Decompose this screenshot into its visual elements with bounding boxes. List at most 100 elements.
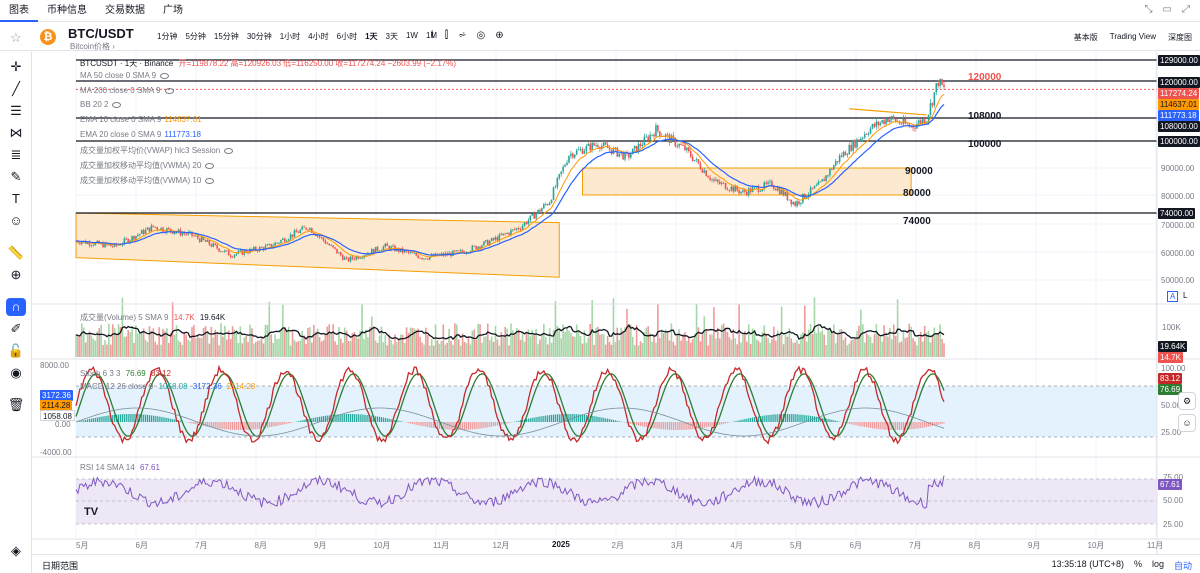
log-scale-toggle[interactable]: log xyxy=(1151,559,1164,569)
legend-vwap[interactable]: 成交量加权平均价(VWAP) hlc3 Session xyxy=(80,145,234,156)
auto-scale-button[interactable]: A xyxy=(1167,291,1179,302)
macd-hist-bar xyxy=(100,416,102,422)
crosshair-icon[interactable]: ✛ xyxy=(10,59,22,74)
layers-icon[interactable]: ◈ xyxy=(11,543,21,558)
legend-ma200[interactable]: MA 200 close 0 SMA 9 xyxy=(80,86,174,95)
legend-vwma10[interactable]: 成交量加权移动平均值(VWMA) 10 xyxy=(80,175,215,186)
favorite-star-icon[interactable]: ☆ xyxy=(10,30,22,45)
pitchfork-icon[interactable]: ⋈ xyxy=(9,125,23,140)
horizontal-lines-icon[interactable]: ☰ xyxy=(10,103,22,118)
candle-body xyxy=(365,254,367,256)
annotation-90000[interactable]: 90000 xyxy=(905,166,933,177)
depth-chart-link[interactable]: 深度图 xyxy=(1168,33,1192,42)
interval-1mo[interactable]: 1M xyxy=(425,31,438,40)
candle-body xyxy=(900,123,903,125)
volume-bar xyxy=(898,342,901,357)
volume-bar xyxy=(543,323,545,357)
candle-body xyxy=(587,143,590,146)
add-icon[interactable]: ⊕ xyxy=(495,30,504,41)
hidden-eye-icon[interactable] xyxy=(205,162,215,169)
collapse-icon[interactable]: ⤡ xyxy=(1144,4,1153,15)
annotation-120000[interactable]: 120000 xyxy=(968,72,1002,83)
popout-icon[interactable]: ▭ xyxy=(1162,4,1172,15)
tab-chart[interactable]: 图表 xyxy=(0,0,38,22)
emoji-icon[interactable]: ☺ xyxy=(9,213,23,228)
indicators-icon[interactable]: ⌇ xyxy=(430,30,435,41)
annotation-74000[interactable]: 74000 xyxy=(903,216,931,227)
volume-bar xyxy=(577,331,580,357)
basic-view-link[interactable]: 基本版 xyxy=(1073,33,1098,42)
legend-ma50[interactable]: MA 50 close 0 SMA 9 xyxy=(80,71,170,80)
hidden-eye-icon[interactable] xyxy=(160,72,170,79)
ruler-icon[interactable]: 📏 xyxy=(7,245,25,260)
settings-float-icon[interactable]: ⚙ xyxy=(1178,392,1196,410)
zoom-in-icon[interactable]: ⊕ xyxy=(10,267,22,282)
legend-volume[interactable]: 成交量(Volume) 5 SMA 9 14.7K 19.64K xyxy=(80,313,226,322)
lock-icon[interactable]: 🔓 xyxy=(7,343,25,358)
legend-rsi[interactable]: RSI 14 SMA 14 67.61 xyxy=(80,463,160,472)
macd-hist-bar xyxy=(398,420,400,422)
fib-icon[interactable]: ≣ xyxy=(10,147,22,162)
interval-15m[interactable]: 15分钟 xyxy=(213,32,239,41)
legend-macd[interactable]: MACD 12 26 close 9 1058.08 3172.36 2114.… xyxy=(80,382,256,391)
eye-icon[interactable]: ◉ xyxy=(10,365,22,380)
annotation-108000[interactable]: 108000 xyxy=(968,111,1002,122)
template-icon[interactable]: ⩫ xyxy=(458,30,467,41)
symbol-name[interactable]: BTC/USDT xyxy=(68,26,134,41)
chart-canvas[interactable] xyxy=(32,52,1200,554)
magnet-icon[interactable]: ∩ xyxy=(6,298,26,316)
interval-30m[interactable]: 30分钟 xyxy=(246,32,272,41)
log-scale-button[interactable]: L xyxy=(1183,291,1188,300)
volume-bar xyxy=(409,327,412,357)
volume-bar xyxy=(100,324,102,357)
brush-icon[interactable]: ✎ xyxy=(10,169,22,184)
volume-bar xyxy=(475,339,477,357)
legend-ema10[interactable]: EMA 10 close 0 SMA 9 114637.01 xyxy=(80,115,202,124)
interval-1w[interactable]: 1W xyxy=(405,31,418,40)
hidden-eye-icon[interactable] xyxy=(112,101,122,108)
hidden-eye-icon[interactable] xyxy=(224,147,234,154)
legend-bb[interactable]: BB 20 2 xyxy=(80,100,122,109)
interval-1d[interactable]: 1天 xyxy=(365,32,378,41)
symbol-subtitle[interactable]: Bitcoin价格 › xyxy=(70,42,115,51)
avatar-float-icon[interactable]: ☺ xyxy=(1178,414,1196,432)
macd-hist-bar xyxy=(554,414,557,422)
interval-4h[interactable]: 4小时 xyxy=(308,32,329,41)
tab-trading-data[interactable]: 交易数据 xyxy=(105,4,145,16)
volume-bar xyxy=(135,325,137,357)
macd-hist-bar xyxy=(268,422,270,428)
text-icon[interactable]: T xyxy=(12,191,20,206)
candle-body xyxy=(328,243,331,246)
annotation-100000[interactable]: 100000 xyxy=(968,139,1002,150)
legend-stoch[interactable]: Stoch 6 3 3 76.69 83.12 xyxy=(80,369,172,378)
volume-bar xyxy=(720,325,723,357)
date-range-button[interactable]: 日期范围 xyxy=(42,561,79,571)
auto-scale-toggle[interactable]: 自动 xyxy=(1173,561,1192,571)
lock-draw-icon[interactable]: ✐ xyxy=(10,321,22,336)
tab-coin-info[interactable]: 币种信息 xyxy=(47,4,87,16)
hidden-eye-icon[interactable] xyxy=(164,87,174,94)
macd-hist-bar xyxy=(682,422,684,430)
percent-scale-toggle[interactable]: % xyxy=(1133,559,1142,569)
macd-hist-bar xyxy=(912,422,914,430)
candle-type-icon[interactable]: ⫿ xyxy=(444,30,449,41)
interval-1m[interactable]: 1分钟 xyxy=(157,32,178,41)
hidden-eye-icon[interactable] xyxy=(205,177,215,184)
candle-body xyxy=(771,181,773,187)
expand-icon[interactable]: ⤢ xyxy=(1182,4,1190,15)
interval-1h[interactable]: 1小时 xyxy=(279,32,301,41)
trash-icon[interactable]: 🗑 xyxy=(7,397,25,412)
interval-3d[interactable]: 3天 xyxy=(385,32,398,41)
annotation-80000[interactable]: 80000 xyxy=(903,188,931,199)
legend-vwma20[interactable]: 成交量加权移动平均值(VWMA) 20 xyxy=(80,160,215,171)
interval-6h[interactable]: 6小时 xyxy=(336,32,358,41)
candle-body xyxy=(283,238,286,242)
macd-hist-bar xyxy=(419,422,421,426)
tradingview-link[interactable]: Trading View xyxy=(1109,32,1156,41)
tab-square[interactable]: 广场 xyxy=(163,4,183,16)
trendline-icon[interactable]: ╱ xyxy=(12,81,20,96)
interval-5m[interactable]: 5分钟 xyxy=(185,32,206,41)
legend-ema20[interactable]: EMA 20 close 0 SMA 9 111773.18 xyxy=(80,130,202,139)
volume-bar xyxy=(566,328,568,357)
settings-icon[interactable]: ◎ xyxy=(476,30,486,41)
